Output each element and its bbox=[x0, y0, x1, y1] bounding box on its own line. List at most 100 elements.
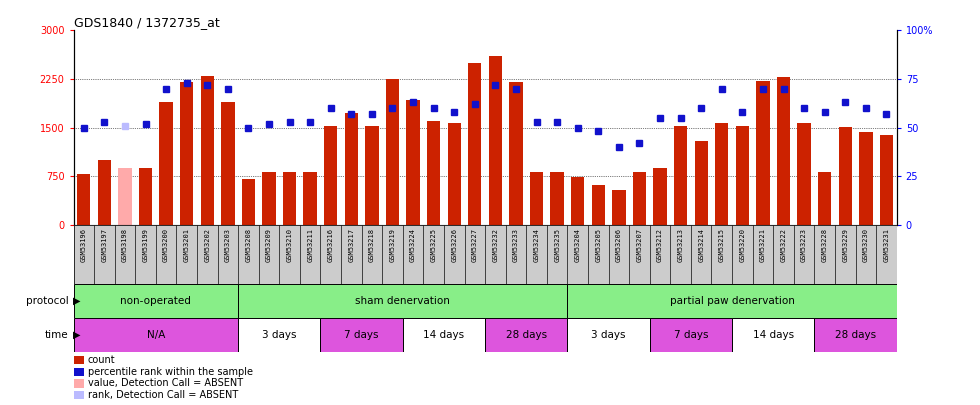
Bar bbox=[366, 126, 378, 225]
Text: value, Detection Call = ABSENT: value, Detection Call = ABSENT bbox=[88, 379, 243, 388]
Bar bbox=[757, 81, 769, 225]
Text: GSM53225: GSM53225 bbox=[430, 228, 437, 262]
Bar bbox=[650, 225, 670, 283]
Text: GSM53226: GSM53226 bbox=[451, 228, 458, 262]
Bar bbox=[238, 225, 259, 283]
Bar bbox=[119, 168, 131, 225]
Bar bbox=[74, 391, 83, 399]
Bar bbox=[201, 76, 214, 225]
Bar bbox=[654, 168, 666, 225]
Bar bbox=[633, 172, 646, 225]
Bar bbox=[218, 225, 238, 283]
Bar bbox=[650, 318, 732, 352]
Text: ▶: ▶ bbox=[73, 296, 80, 306]
Bar bbox=[485, 318, 567, 352]
Text: 28 days: 28 days bbox=[835, 330, 876, 340]
Text: GSM53235: GSM53235 bbox=[554, 228, 561, 262]
Bar bbox=[629, 225, 650, 283]
Text: GSM53224: GSM53224 bbox=[410, 228, 416, 262]
Bar bbox=[221, 102, 234, 225]
Text: GSM53212: GSM53212 bbox=[657, 228, 663, 262]
Bar bbox=[609, 225, 629, 283]
Bar bbox=[612, 190, 625, 225]
Text: non-operated: non-operated bbox=[121, 296, 191, 306]
Text: 14 days: 14 days bbox=[753, 330, 794, 340]
Text: sham denervation: sham denervation bbox=[356, 296, 450, 306]
Bar bbox=[259, 225, 279, 283]
Bar bbox=[876, 225, 897, 283]
Text: GSM53220: GSM53220 bbox=[739, 228, 746, 262]
Text: GSM53205: GSM53205 bbox=[595, 228, 602, 262]
Bar bbox=[592, 185, 605, 225]
Text: percentile rank within the sample: percentile rank within the sample bbox=[88, 367, 253, 377]
Bar bbox=[238, 284, 567, 318]
Bar bbox=[403, 225, 423, 283]
Bar bbox=[736, 126, 749, 225]
Bar bbox=[567, 284, 897, 318]
Bar bbox=[74, 318, 238, 352]
Bar bbox=[74, 225, 94, 283]
Bar bbox=[324, 126, 337, 225]
Bar bbox=[448, 123, 461, 225]
Bar bbox=[814, 225, 835, 283]
Bar bbox=[835, 225, 856, 283]
Text: GSM53214: GSM53214 bbox=[698, 228, 705, 262]
Bar bbox=[465, 225, 485, 283]
Text: GSM53203: GSM53203 bbox=[224, 228, 231, 262]
Text: GSM53200: GSM53200 bbox=[163, 228, 170, 262]
Bar bbox=[74, 284, 238, 318]
Bar bbox=[753, 225, 773, 283]
Text: GSM53231: GSM53231 bbox=[883, 228, 890, 262]
Text: ▶: ▶ bbox=[73, 330, 80, 340]
Text: GSM53208: GSM53208 bbox=[245, 228, 252, 262]
Bar bbox=[691, 225, 711, 283]
Text: 28 days: 28 days bbox=[506, 330, 547, 340]
Bar bbox=[176, 225, 197, 283]
Text: GSM53211: GSM53211 bbox=[307, 228, 314, 262]
Bar bbox=[156, 225, 176, 283]
Bar bbox=[571, 177, 584, 225]
Text: 7 days: 7 days bbox=[344, 330, 379, 340]
Bar bbox=[283, 172, 296, 225]
Text: rank, Detection Call = ABSENT: rank, Detection Call = ABSENT bbox=[88, 390, 238, 400]
Bar bbox=[670, 225, 691, 283]
Bar bbox=[468, 63, 481, 225]
Bar bbox=[715, 123, 728, 225]
Text: 14 days: 14 days bbox=[423, 330, 465, 340]
Bar bbox=[341, 225, 362, 283]
Text: GSM53230: GSM53230 bbox=[862, 228, 869, 262]
Bar bbox=[263, 172, 275, 225]
Bar bbox=[320, 318, 403, 352]
Bar bbox=[386, 79, 399, 225]
Text: GSM53202: GSM53202 bbox=[204, 228, 211, 262]
Bar bbox=[856, 225, 876, 283]
Text: GSM53228: GSM53228 bbox=[821, 228, 828, 262]
Text: GSM53221: GSM53221 bbox=[760, 228, 766, 262]
Bar bbox=[197, 225, 218, 283]
Text: GSM53206: GSM53206 bbox=[615, 228, 622, 262]
Text: GSM53233: GSM53233 bbox=[513, 228, 519, 262]
Text: GSM53213: GSM53213 bbox=[677, 228, 684, 262]
Text: GSM53201: GSM53201 bbox=[183, 228, 190, 262]
Bar bbox=[567, 318, 650, 352]
Bar bbox=[839, 127, 852, 225]
Bar bbox=[711, 225, 732, 283]
Bar bbox=[74, 379, 83, 388]
Bar bbox=[674, 126, 687, 225]
Text: 3 days: 3 days bbox=[591, 330, 626, 340]
Bar bbox=[160, 102, 172, 225]
Bar bbox=[180, 82, 193, 225]
Text: GSM53232: GSM53232 bbox=[492, 228, 499, 262]
Bar bbox=[345, 113, 358, 225]
Bar bbox=[382, 225, 403, 283]
Text: 3 days: 3 days bbox=[262, 330, 297, 340]
Text: GSM53198: GSM53198 bbox=[122, 228, 128, 262]
Text: GSM53207: GSM53207 bbox=[636, 228, 643, 262]
Text: GSM53209: GSM53209 bbox=[266, 228, 272, 262]
Bar bbox=[567, 225, 588, 283]
Bar bbox=[320, 225, 341, 283]
Bar bbox=[526, 225, 547, 283]
Bar bbox=[427, 121, 440, 225]
Bar bbox=[444, 225, 465, 283]
Text: GSM53223: GSM53223 bbox=[801, 228, 808, 262]
